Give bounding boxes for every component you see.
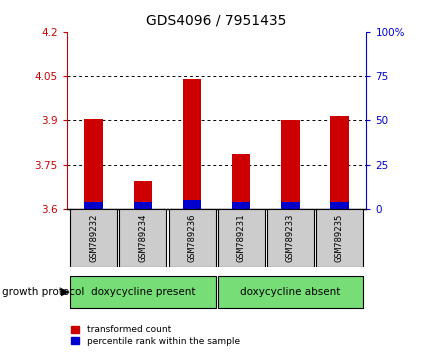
- Text: ▶: ▶: [61, 287, 70, 297]
- Bar: [133, 202, 152, 209]
- Bar: [168, 210, 215, 267]
- Bar: [70, 210, 117, 267]
- Text: GSM789233: GSM789233: [285, 214, 294, 262]
- Bar: [70, 276, 215, 308]
- Text: GSM789234: GSM789234: [138, 214, 147, 262]
- Bar: [329, 202, 348, 209]
- Bar: [280, 202, 299, 209]
- Text: GSM789235: GSM789235: [334, 214, 343, 262]
- Bar: [217, 276, 362, 308]
- Text: GSM789236: GSM789236: [187, 214, 196, 262]
- Bar: [182, 79, 201, 209]
- Bar: [119, 210, 166, 267]
- Bar: [280, 120, 299, 209]
- Title: GDS4096 / 7951435: GDS4096 / 7951435: [146, 14, 286, 28]
- Text: growth protocol: growth protocol: [2, 287, 84, 297]
- Bar: [266, 210, 313, 267]
- Bar: [133, 181, 152, 209]
- Legend: transformed count, percentile rank within the sample: transformed count, percentile rank withi…: [71, 325, 239, 346]
- Text: GSM789232: GSM789232: [89, 214, 98, 262]
- Bar: [315, 210, 362, 267]
- Bar: [231, 154, 250, 209]
- Bar: [182, 200, 201, 209]
- Bar: [217, 210, 264, 267]
- Bar: [231, 202, 250, 209]
- Text: doxycycline absent: doxycycline absent: [240, 287, 340, 297]
- Text: doxycycline present: doxycycline present: [90, 287, 195, 297]
- Text: GSM789231: GSM789231: [236, 214, 245, 262]
- Bar: [329, 116, 348, 209]
- Bar: [84, 119, 103, 209]
- Bar: [84, 202, 103, 209]
